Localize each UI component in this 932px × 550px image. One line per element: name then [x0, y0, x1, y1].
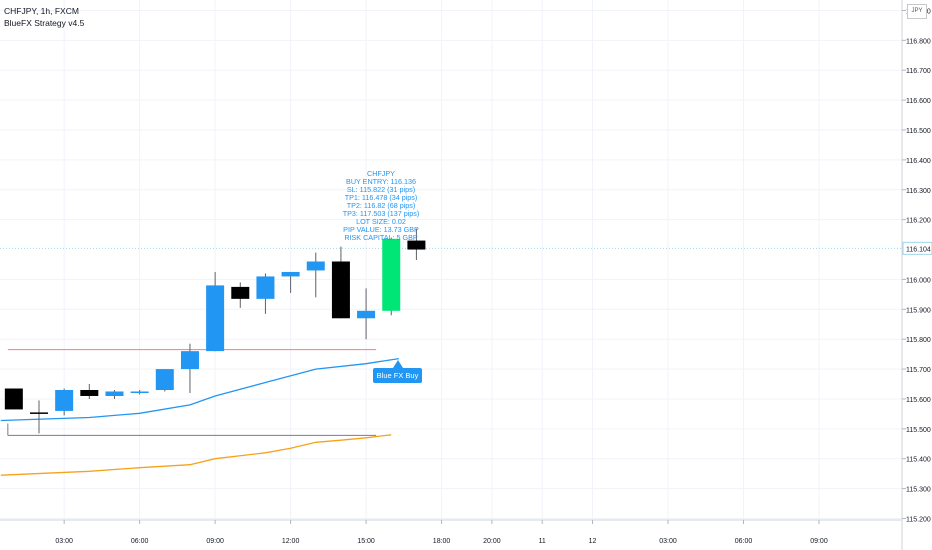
candle[interactable]: [231, 282, 250, 308]
annotation-tp3: TP3: 117.503 (137 pips): [342, 209, 420, 218]
current-price-label: 116.104: [906, 246, 931, 253]
candle-body: [130, 391, 149, 393]
price-tick-label: 115.200: [906, 517, 931, 524]
annotation-risk-capital: RISK CAPITAL: 5 GBP: [344, 233, 418, 242]
time-tick-label: 12:00: [282, 538, 300, 545]
price-tick-label: 116.700: [906, 68, 931, 75]
time-tick-label: 15:00: [357, 538, 375, 545]
time-tick-label: 18:00: [433, 538, 451, 545]
candle-body: [256, 276, 275, 299]
price-tick-label: 116.400: [906, 158, 931, 165]
time-tick-label: 06:00: [131, 538, 149, 545]
candle[interactable]: [306, 252, 325, 298]
candle[interactable]: [180, 343, 199, 393]
price-tick-label: 115.800: [906, 337, 931, 344]
time-tick-label: 03:00: [659, 538, 677, 545]
annotation-tp2: TP2: 116.82 (68 pips): [346, 201, 416, 210]
price-tick-label: 116.200: [906, 218, 931, 225]
price-tick-label: 115.400: [906, 457, 931, 464]
time-axis[interactable]: 03:00 06:00 09:00 12:00 15:00 18:00 20:00 11 12 0…: [55, 520, 828, 545]
price-tick-label: 116.500: [906, 128, 931, 135]
annotation-stop-loss: SL: 115.822 (31 pips): [346, 185, 416, 194]
candle[interactable]: [256, 273, 275, 314]
time-tick-label: 09:00: [810, 538, 828, 545]
symbol-title[interactable]: CHFJPY, 1h, FXCM: [4, 6, 79, 16]
time-tick-label: 20:00: [483, 538, 501, 545]
candle-body: [331, 261, 350, 319]
candle-body: [206, 285, 225, 352]
moving-average-line: [0, 434, 392, 476]
candle-body: [4, 388, 23, 410]
candle-body: [180, 351, 199, 370]
current-price-tag: 116.104: [902, 241, 932, 255]
price-tick-label: 116.800: [906, 38, 931, 45]
candle[interactable]: [105, 390, 124, 399]
annotation-tp1: TP1: 116.478 (34 pips): [344, 193, 418, 202]
candle-body: [382, 238, 401, 311]
candles: [4, 228, 426, 434]
candle[interactable]: [407, 228, 426, 260]
annotation-entry: BUY ENTRY: 116.136: [346, 177, 416, 186]
price-tick-label: 116.000: [906, 277, 931, 284]
candle[interactable]: [331, 246, 350, 319]
candle[interactable]: [206, 271, 225, 352]
time-tick-label: 09:00: [206, 538, 224, 545]
buy-signal-label[interactable]: Blue FX Buy: [373, 368, 422, 383]
candle[interactable]: [155, 369, 174, 392]
price-tick-label: 115.300: [906, 487, 931, 494]
current-price-box: [902, 241, 932, 255]
price-axis[interactable]: 116.900116.800116.700116.600116.500116.4…: [902, 8, 931, 524]
candle-body: [231, 286, 250, 299]
candle[interactable]: [4, 388, 23, 410]
grid-lines: [0, 0, 902, 520]
annotation-lot-size: LOT SIZE: 0.02: [356, 217, 406, 226]
candle-body: [55, 390, 74, 411]
moving-averages: [0, 357, 399, 476]
candle[interactable]: [29, 400, 48, 434]
candle-body: [105, 391, 124, 396]
price-tick-label: 116.600: [906, 98, 931, 105]
candle-body: [357, 310, 376, 319]
price-tick-label: 115.600: [906, 397, 931, 404]
price-tick-label: 115.900: [906, 307, 931, 314]
time-tick-label: 03:00: [55, 538, 73, 545]
trade-annotation: CHFJPY BUY ENTRY: 116.136 SL: 115.822 (3…: [318, 170, 444, 242]
candle[interactable]: [357, 288, 376, 340]
candle-body: [306, 261, 325, 271]
candle-body: [281, 271, 300, 277]
candle[interactable]: [382, 237, 401, 316]
buy-signal-arrow-icon: [393, 360, 403, 368]
time-tick-label: 11: [539, 538, 546, 545]
time-tick-label: 06:00: [735, 538, 753, 545]
annotation-symbol: CHFJPY: [367, 169, 395, 178]
candle-body: [155, 369, 174, 390]
candle[interactable]: [281, 271, 300, 293]
candle-body: [80, 390, 99, 396]
candle[interactable]: [130, 390, 149, 395]
price-tick-label: 116.300: [906, 188, 931, 195]
candle[interactable]: [80, 384, 99, 399]
currency-badge[interactable]: JPY: [907, 4, 927, 19]
moving-average-line: [0, 357, 399, 422]
annotation-pip-value: PIP VALUE: 13.73 GBP: [343, 225, 419, 234]
strategy-levels: [0, 247, 902, 436]
time-tick-label: 12: [589, 538, 597, 545]
candle-body: [407, 240, 426, 250]
strategy-name[interactable]: BlueFX Strategy v4.5: [4, 18, 85, 28]
price-tick-label: 115.500: [906, 427, 931, 434]
chart-legend: CHFJPY, 1h, FXCM BlueFX Strategy v4.5: [4, 5, 84, 29]
candle-body: [29, 412, 48, 414]
candle[interactable]: [55, 388, 74, 416]
price-tick-label: 115.700: [906, 367, 931, 374]
